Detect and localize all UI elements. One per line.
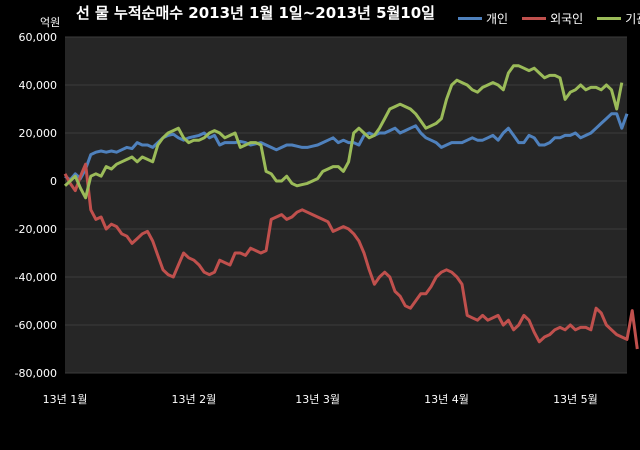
legend: 개인 외국인 기관	[458, 10, 640, 27]
legend-item-individual: 개인	[458, 10, 508, 27]
x-tick-label: 13년 4월	[424, 393, 469, 406]
y-tick-label: 20,000	[19, 127, 58, 140]
legend-label-foreign: 외국인	[550, 12, 584, 26]
x-tick-label: 13년 1월	[43, 393, 88, 406]
y-tick-label: -20,000	[15, 223, 57, 236]
series-lines	[63, 64, 639, 350]
y-tick-label: -40,000	[15, 271, 57, 284]
x-tick-label: 13년 3월	[295, 393, 340, 406]
legend-label-institution: 기관	[625, 12, 640, 26]
y-tick-label: 40,000	[19, 79, 58, 92]
legend-item-institution: 기관	[597, 10, 640, 27]
y-tick-label: 0	[50, 175, 57, 188]
x-tick-label: 13년 5월	[553, 393, 598, 406]
y-tick-label: 60,000	[19, 31, 58, 44]
plot-area	[65, 37, 627, 373]
x-axis-ticks: 13년 1월 13년 2월 13년 3월 13년 4월 13년 5월	[43, 393, 598, 406]
y-tick-label: -80,000	[15, 367, 57, 380]
y-tick-label: -60,000	[15, 319, 57, 332]
x-tick-label: 13년 2월	[172, 393, 217, 406]
legend-item-foreign: 외국인	[522, 10, 583, 27]
series-line-institution	[63, 64, 624, 200]
legend-label-individual: 개인	[486, 12, 509, 26]
y-axis-unit: 억원	[40, 16, 61, 29]
y-axis-ticks: 60,000 40,000 20,000 0 -20,000 -40,000 -60,000…	[15, 31, 57, 380]
legend-swatch-foreign	[522, 17, 547, 20]
series-line-foreign	[63, 162, 639, 350]
legend-swatch-individual	[458, 17, 482, 20]
legend-swatch-institution	[597, 17, 622, 20]
chart-title: 선 물 누적순매수 2013년 1월 1일~2013년 5월10일	[76, 4, 435, 22]
